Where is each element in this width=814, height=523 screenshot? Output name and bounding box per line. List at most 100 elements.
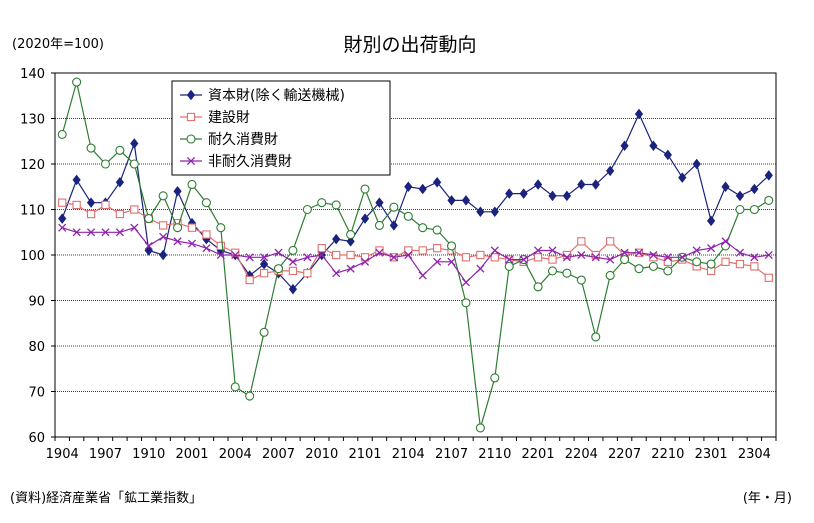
data-point-s4 xyxy=(735,248,745,257)
data-point-s3 xyxy=(461,298,471,308)
data-point-s3 xyxy=(158,191,168,201)
data-point-s2 xyxy=(159,221,168,230)
data-point-s1 xyxy=(620,140,629,152)
data-point-s3 xyxy=(648,261,658,271)
legend-marker-2 xyxy=(186,112,196,122)
data-point-s3 xyxy=(86,143,96,153)
plot-area: 60 70 80 90 100 110 120 130 140 1904 1907 1910 2001 2… xyxy=(20,67,777,462)
data-point-s4 xyxy=(490,246,499,255)
data-point-s2 xyxy=(259,269,269,278)
data-point-s2 xyxy=(346,250,355,260)
data-point-s1 xyxy=(461,195,471,206)
x-tick-label: 2201 xyxy=(522,447,555,462)
data-point-s3 xyxy=(374,220,385,230)
y-tick-label: 80 xyxy=(28,340,45,355)
data-point-s1 xyxy=(360,213,370,224)
data-point-s3 xyxy=(187,179,197,190)
data-point-s4 xyxy=(476,264,485,273)
data-point-s3 xyxy=(245,391,255,401)
data-point-s4 xyxy=(303,253,312,262)
data-point-s3 xyxy=(620,254,630,265)
data-point-s4 xyxy=(274,248,283,257)
x-tick-label: 2101 xyxy=(348,447,381,462)
data-point-s1 xyxy=(332,233,341,245)
data-point-s4 xyxy=(101,228,110,237)
data-point-s4 xyxy=(447,257,456,266)
data-point-s4 xyxy=(86,228,96,237)
data-point-s1 xyxy=(86,197,96,208)
data-point-s1 xyxy=(159,249,168,261)
data-point-s1 xyxy=(750,183,759,195)
data-point-s3 xyxy=(360,184,370,194)
data-point-s2 xyxy=(58,198,67,207)
data-point-s2 xyxy=(461,253,471,262)
x-tick-label: 2004 xyxy=(219,447,252,462)
legend-label-2: 建設財 xyxy=(208,110,250,126)
data-point-s4 xyxy=(663,253,672,262)
data-point-s1 xyxy=(490,206,499,218)
y-tick-label: 70 xyxy=(28,386,45,401)
data-point-s1 xyxy=(634,108,644,120)
x-tick-label: 2010 xyxy=(305,447,338,462)
data-point-s2 xyxy=(548,255,557,264)
data-point-s2 xyxy=(375,246,384,255)
data-point-s4 xyxy=(260,253,269,262)
data-point-s2 xyxy=(649,253,658,262)
data-point-s2 xyxy=(735,259,745,269)
data-point-s4 xyxy=(433,257,442,266)
data-point-s2 xyxy=(764,273,773,282)
data-point-s3 xyxy=(389,202,399,212)
data-point-s3 xyxy=(230,382,240,392)
data-point-s4 xyxy=(750,253,759,262)
data-point-s2 xyxy=(332,250,341,260)
data-point-s1 xyxy=(591,179,600,190)
data-point-s3 xyxy=(605,270,615,281)
data-point-s2 xyxy=(187,223,197,232)
data-point-s1 xyxy=(476,206,485,218)
data-point-s3 xyxy=(100,159,111,169)
x-tick-label: 2204 xyxy=(565,447,598,462)
x-axis-unit-label: (年・月) xyxy=(743,491,792,506)
data-point-s3 xyxy=(57,129,67,139)
data-point-s4 xyxy=(606,255,615,264)
data-point-s4 xyxy=(231,250,240,260)
data-point-s3 xyxy=(576,275,586,285)
data-point-s4 xyxy=(562,253,571,262)
legend-label-3: 耐久消費財 xyxy=(208,132,278,148)
data-point-s2 xyxy=(490,253,499,262)
data-point-s4 xyxy=(505,255,514,264)
data-point-s3 xyxy=(115,145,125,155)
data-point-s3 xyxy=(144,214,154,224)
data-point-s1 xyxy=(548,190,557,202)
data-point-s1 xyxy=(173,186,182,197)
y-tick-label: 140 xyxy=(20,67,45,82)
data-point-s3 xyxy=(216,223,226,233)
x-tick-label: 2007 xyxy=(262,447,295,462)
data-point-s4 xyxy=(346,264,355,273)
legend-marker-3 xyxy=(186,134,196,144)
data-point-s4 xyxy=(202,244,211,253)
data-point-s3 xyxy=(547,266,558,276)
data-point-s3 xyxy=(288,245,298,255)
y-axis-unit-label: (2020年=100) xyxy=(12,37,104,52)
data-point-s4 xyxy=(634,248,644,257)
data-point-s3 xyxy=(562,268,572,278)
data-point-s4 xyxy=(288,257,297,266)
data-point-s3 xyxy=(663,266,673,276)
y-tick-label: 120 xyxy=(20,158,45,173)
data-point-s1 xyxy=(375,197,384,208)
data-point-s1 xyxy=(678,172,687,183)
x-tick-label: 1907 xyxy=(89,447,122,462)
data-point-s1 xyxy=(505,188,514,199)
data-point-s4 xyxy=(245,253,254,262)
series-line-1 xyxy=(61,112,770,290)
x-tick-label: 2104 xyxy=(392,447,425,462)
x-tick-label: 1904 xyxy=(46,447,79,462)
data-point-s1 xyxy=(764,170,773,181)
data-point-s4 xyxy=(519,255,528,264)
data-point-s2 xyxy=(303,269,312,278)
data-point-s2 xyxy=(130,205,139,214)
data-point-s2 xyxy=(721,257,730,266)
data-point-s4 xyxy=(721,237,730,246)
